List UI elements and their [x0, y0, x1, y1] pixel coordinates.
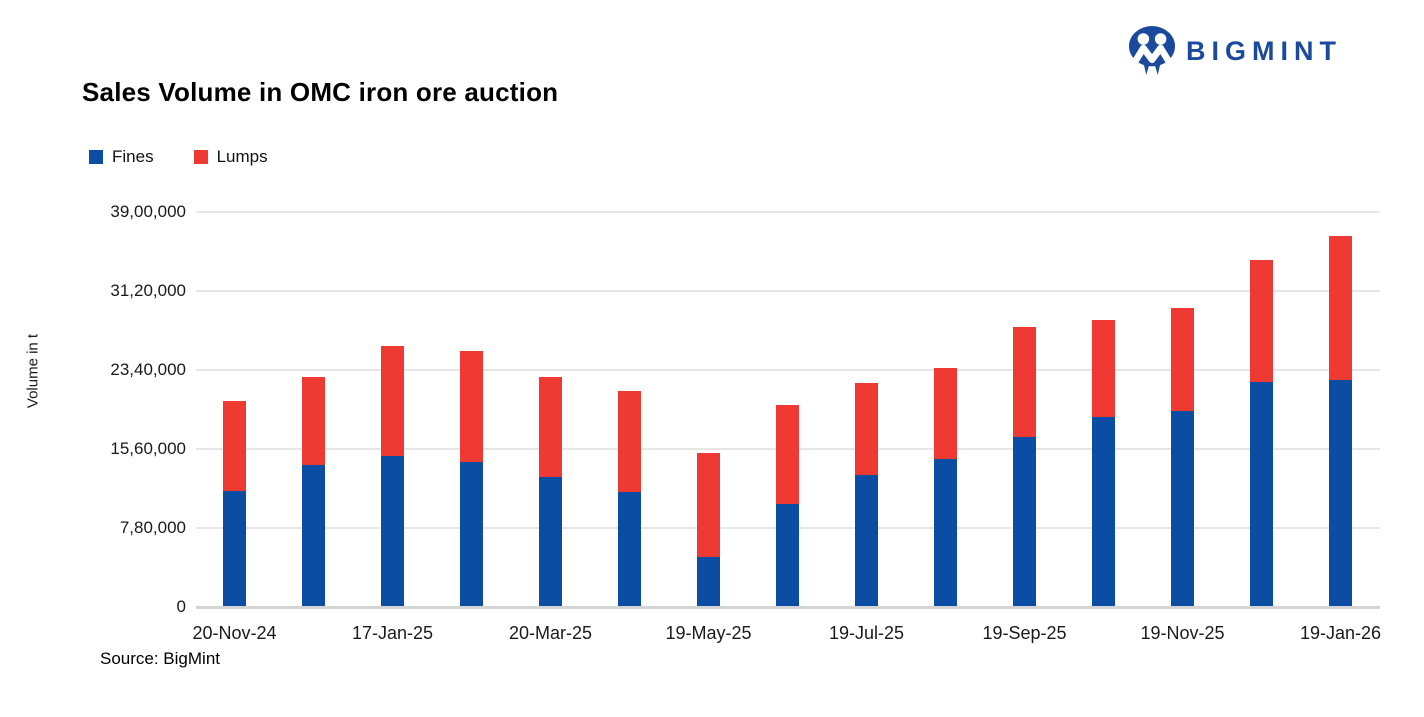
y-tick-label: 0 — [176, 597, 186, 616]
legend-label-fines: Fines — [112, 147, 154, 166]
bigmint-logo-text: BIGMINT — [1186, 35, 1342, 66]
lumps-segment — [1092, 320, 1115, 417]
fines-segment — [381, 456, 404, 606]
stacked-bar-8 — [776, 405, 799, 606]
gridline — [196, 211, 1380, 213]
lumps-segment — [855, 383, 878, 476]
stacked-bar-14 — [1250, 259, 1273, 606]
stacked-bar-2 — [302, 377, 325, 606]
stacked-bar-11 — [1013, 327, 1036, 606]
legend-item-fines: Fines — [89, 147, 154, 167]
lumps-segment — [302, 377, 325, 466]
fines-segment — [302, 465, 325, 606]
lumps-segment — [1013, 327, 1036, 437]
x-tick-label: 20-Nov-24 — [192, 623, 277, 643]
stacked-bar-4 — [460, 350, 483, 606]
bigmint-logo-icon — [1128, 26, 1176, 75]
fines-swatch-icon — [89, 150, 103, 164]
y-axis-title: Volume in t — [24, 333, 42, 409]
fines-segment — [1329, 380, 1352, 606]
fines-segment — [460, 462, 483, 606]
stacked-bar-5 — [539, 377, 562, 606]
stacked-bar-15 — [1329, 236, 1352, 606]
x-axis-line — [196, 606, 1380, 609]
source-note: Source: BigMint — [100, 649, 220, 668]
stacked-bar-3 — [381, 345, 404, 606]
x-tick-label: 19-Jan-26 — [1299, 623, 1382, 643]
y-tick-label: 23,40,000 — [110, 360, 186, 379]
lumps-segment — [223, 401, 246, 491]
fines-segment — [697, 557, 720, 606]
stacked-bar-10 — [934, 368, 957, 606]
lumps-segment — [618, 391, 641, 492]
fines-segment — [776, 503, 799, 606]
x-tick-label: 19-May-25 — [665, 623, 752, 643]
stacked-bar-7 — [697, 453, 720, 606]
plot-area — [196, 211, 1380, 609]
legend: Fines Lumps — [89, 147, 268, 167]
y-tick-label: 31,20,000 — [110, 281, 186, 300]
fines-segment — [1250, 382, 1273, 606]
fines-segment — [539, 477, 562, 606]
stacked-bar-9 — [855, 383, 878, 606]
fines-segment — [618, 491, 641, 606]
lumps-segment — [460, 350, 483, 463]
lumps-segment — [1250, 259, 1273, 383]
chart-title: Sales Volume in OMC iron ore auction — [82, 77, 559, 107]
lumps-swatch-icon — [193, 150, 208, 164]
x-tick-label: 20-Mar-25 — [508, 623, 593, 643]
x-tick-label: 19-Nov-25 — [1140, 623, 1225, 643]
lumps-segment — [1171, 308, 1194, 411]
lumps-segment — [934, 368, 957, 460]
fines-segment — [934, 459, 957, 606]
fines-segment — [1013, 436, 1036, 606]
stacked-bar-12 — [1092, 320, 1115, 606]
legend-label-lumps: Lumps — [216, 147, 268, 166]
stacked-bar-13 — [1171, 308, 1194, 606]
fines-segment — [1092, 416, 1115, 606]
lumps-segment — [381, 345, 404, 457]
gridline — [196, 369, 1380, 371]
gridline — [196, 290, 1380, 292]
x-tick-label: 19-Sep-25 — [982, 623, 1067, 643]
lumps-segment — [776, 405, 799, 504]
lumps-segment — [1329, 236, 1352, 381]
x-tick-label: 17-Jan-25 — [351, 623, 434, 643]
y-tick-label: 15,60,000 — [110, 439, 186, 458]
fines-segment — [223, 490, 246, 606]
fines-segment — [855, 475, 878, 606]
x-tick-label: 19-Jul-25 — [828, 623, 905, 643]
lumps-segment — [697, 453, 720, 558]
lumps-segment — [539, 377, 562, 478]
y-tick-label: 7,80,000 — [119, 518, 186, 537]
stacked-bar-1 — [223, 401, 246, 606]
legend-item-lumps: Lumps — [193, 147, 268, 167]
y-tick-label: 39,00,000 — [110, 202, 186, 221]
bigmint-logo: BIGMINT — [1128, 26, 1342, 76]
fines-segment — [1171, 410, 1194, 606]
stacked-bar-6 — [618, 391, 641, 606]
